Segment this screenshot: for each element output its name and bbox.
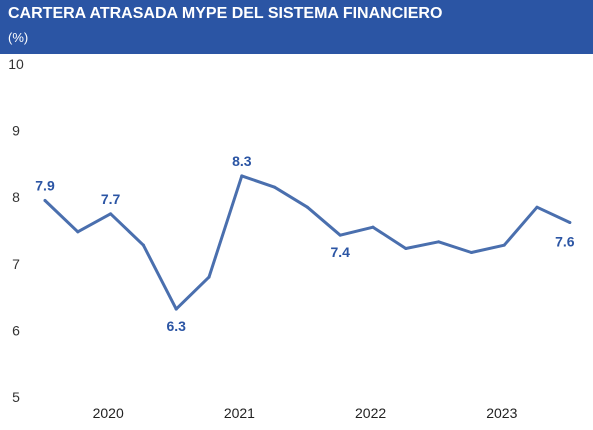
- x-axis-ticks: 2020 2021 2022 2023: [93, 405, 518, 421]
- y-tick-label: 7: [12, 256, 20, 272]
- data-point: [109, 212, 113, 216]
- data-point: [338, 233, 342, 237]
- data-label: 7.6: [555, 234, 575, 250]
- chart-header: CARTERA ATRASADA MYPE DEL SISTEMA FINANC…: [0, 0, 593, 54]
- data-point: [273, 185, 277, 189]
- data-label: 6.3: [166, 318, 186, 334]
- data-point: [568, 221, 572, 225]
- data-point: [76, 230, 80, 234]
- data-point: [535, 205, 539, 209]
- data-point: [404, 246, 408, 250]
- data-label: 7.9: [35, 178, 55, 194]
- data-point: [502, 243, 506, 247]
- data-label: 7.7: [101, 191, 121, 207]
- data-point: [371, 225, 375, 229]
- data-point: [240, 174, 244, 178]
- y-tick-label: 10: [8, 56, 24, 72]
- x-tick-label: 2021: [224, 405, 255, 421]
- data-point: [207, 275, 211, 279]
- data-label: 7.4: [330, 244, 350, 260]
- x-tick-label: 2023: [486, 405, 517, 421]
- y-tick-label: 9: [12, 123, 20, 139]
- series-layer: [43, 174, 572, 311]
- data-point: [305, 205, 309, 209]
- data-point: [141, 243, 145, 247]
- y-tick-label: 6: [12, 322, 20, 338]
- y-tick-label: 8: [12, 189, 20, 205]
- series-line: [43, 174, 572, 311]
- data-point: [43, 199, 47, 203]
- x-tick-label: 2020: [93, 405, 124, 421]
- y-tick-label: 5: [12, 389, 20, 405]
- y-unit-label: (%): [8, 30, 29, 45]
- data-point: [174, 307, 178, 311]
- data-point: [437, 240, 441, 244]
- data-point: [469, 250, 473, 254]
- data-labels: 7.9 7.7 6.3 8.3 7.4 7.6: [35, 153, 574, 334]
- data-label: 8.3: [232, 153, 252, 169]
- chart-title: CARTERA ATRASADA MYPE DEL SISTEMA FINANC…: [8, 5, 443, 22]
- y-axis-ticks: 5 6 7 8 9 10: [8, 56, 24, 405]
- x-tick-label: 2022: [355, 405, 386, 421]
